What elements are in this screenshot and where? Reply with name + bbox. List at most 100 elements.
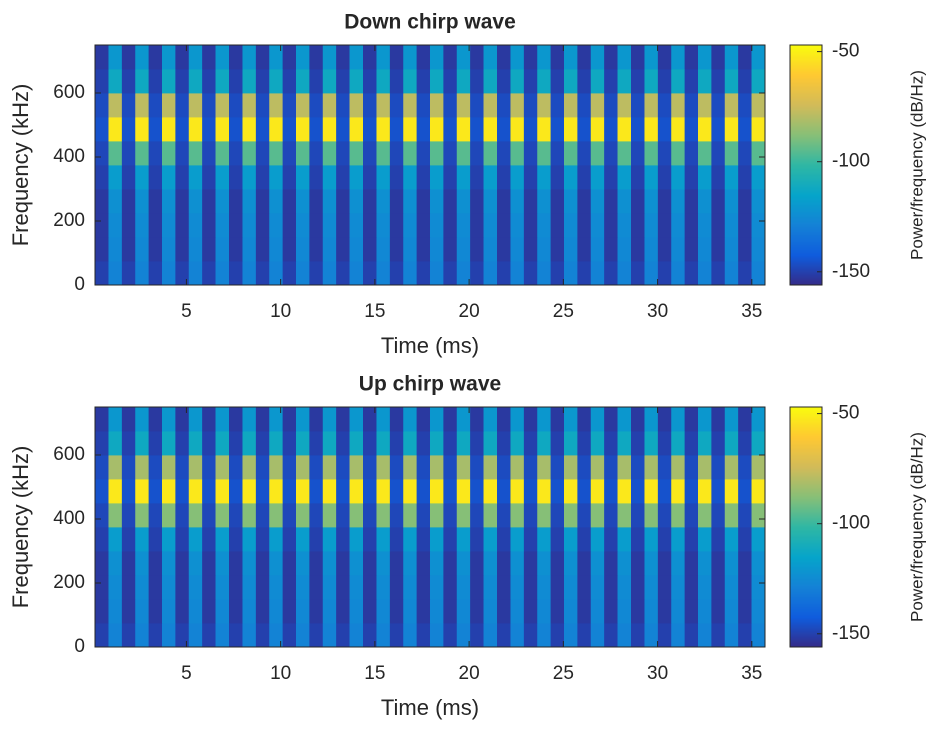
heatmap-cell	[363, 69, 377, 94]
heatmap-cell	[135, 479, 150, 504]
heatmap-cell	[671, 165, 686, 190]
colorbar-swatch	[790, 571, 822, 574]
heatmap-cell	[510, 237, 525, 262]
colorbar-swatch	[790, 215, 822, 218]
heatmap-cell	[309, 69, 324, 94]
heatmap-cell	[550, 261, 565, 286]
heatmap-cell	[698, 479, 712, 504]
colorbar-swatch	[790, 165, 822, 168]
colorbar-swatch	[790, 279, 822, 282]
heatmap-cell	[296, 117, 310, 142]
heatmap-cell	[242, 503, 257, 528]
heatmap-cell	[631, 117, 645, 142]
heatmap-cell	[631, 479, 645, 504]
heatmap-cell	[657, 575, 672, 600]
heatmap-cell	[497, 261, 511, 286]
heatmap-cell	[148, 551, 163, 576]
heatmap-cell	[430, 479, 444, 504]
heatmap-cell	[309, 623, 324, 648]
heatmap-cell	[617, 623, 632, 648]
heatmap-cell	[121, 431, 136, 456]
colorbar-swatch	[790, 521, 822, 524]
heatmap-cell	[671, 189, 686, 214]
heatmap-cell	[738, 455, 752, 480]
heatmap-cell	[631, 45, 645, 70]
heatmap-cell	[135, 141, 150, 166]
colorbar-swatch	[790, 577, 822, 580]
heatmap-cell	[724, 213, 739, 238]
heatmap-cell	[644, 575, 659, 600]
colorbar-frame	[789, 406, 823, 648]
heatmap-cell	[121, 237, 136, 262]
heatmap-cell	[376, 407, 391, 432]
colorbar-swatch	[790, 499, 822, 502]
heatmap-cell	[497, 141, 511, 166]
heatmap-cell	[416, 623, 431, 648]
heatmap-cell	[162, 261, 176, 286]
heatmap-cell	[523, 165, 538, 190]
heatmap-cell	[550, 117, 565, 142]
colorbar-swatch	[790, 541, 822, 544]
heatmap-cell	[644, 117, 659, 142]
colorbar-swatch	[790, 89, 822, 92]
colorbar-swatch	[790, 423, 822, 426]
heatmap-cell	[376, 599, 391, 624]
heatmap-cell	[443, 45, 458, 70]
heatmap-cell	[108, 213, 123, 238]
heatmap-cell	[698, 551, 712, 576]
heatmap-cell	[497, 575, 511, 600]
heatmap-cell	[456, 69, 471, 94]
heatmap-cell	[188, 551, 203, 576]
colorbar-swatch	[790, 225, 822, 228]
heatmap-cell	[550, 575, 565, 600]
heatmap-cell	[443, 237, 458, 262]
y-tick-label: 200	[53, 572, 85, 593]
heatmap-cell	[282, 117, 297, 142]
heatmap-cell	[483, 551, 498, 576]
colorbar-swatch	[790, 59, 822, 62]
heatmap-cell	[523, 479, 538, 504]
heatmap-cell	[322, 45, 337, 70]
heatmap-cell	[135, 93, 150, 118]
heatmap-cell	[108, 455, 123, 480]
heatmap-cell	[269, 165, 284, 190]
heatmap-cell	[724, 189, 739, 214]
heatmap-cell	[751, 261, 766, 286]
heatmap-cell	[403, 165, 418, 190]
colorbar-swatch	[790, 489, 822, 492]
heatmap-cell	[215, 575, 230, 600]
heatmap-cell	[724, 117, 739, 142]
heatmap-cell	[108, 599, 123, 624]
heatmap-cell	[604, 527, 618, 552]
heatmap-cell	[336, 599, 350, 624]
heatmap-cell	[336, 165, 350, 190]
heatmap-cell	[322, 575, 337, 600]
heatmap-cell	[215, 503, 230, 528]
colorbar-swatch	[790, 617, 822, 620]
colorbar-swatch	[790, 455, 822, 458]
heatmap-cell	[590, 599, 605, 624]
colorbar-swatch	[790, 429, 822, 432]
heatmap-cell	[631, 69, 645, 94]
heatmap-cell	[349, 141, 364, 166]
heatmap-cell	[564, 165, 578, 190]
heatmap-cell	[738, 141, 752, 166]
colorbar-swatch	[790, 513, 822, 516]
heatmap-cell	[215, 69, 230, 94]
heatmap-cell	[175, 503, 190, 528]
colorbar-swatch	[790, 61, 822, 64]
heatmap-cell	[523, 45, 538, 70]
heatmap-cell	[711, 527, 726, 552]
heatmap-cell	[229, 69, 243, 94]
heatmap-cell	[229, 165, 243, 190]
heatmap-cell	[282, 69, 297, 94]
heatmap-cell	[242, 141, 257, 166]
heatmap-cell	[188, 479, 203, 504]
heatmap-cell	[617, 213, 632, 238]
heatmap-cell	[416, 503, 431, 528]
heatmap-cell	[430, 93, 444, 118]
heatmap-cell	[751, 599, 766, 624]
heatmap-cell	[470, 407, 484, 432]
colorbar-swatch	[790, 69, 822, 72]
colorbar-swatch	[790, 249, 822, 252]
